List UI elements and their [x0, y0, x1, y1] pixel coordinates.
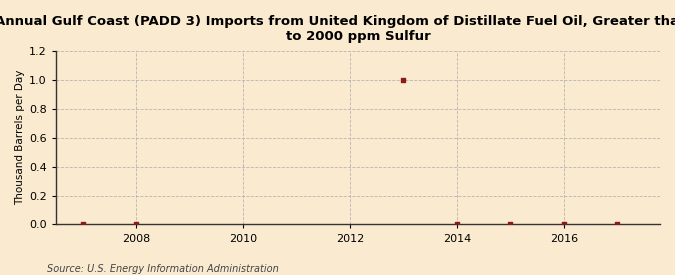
Point — [505, 222, 516, 227]
Point — [398, 78, 409, 82]
Point — [77, 222, 88, 227]
Point — [131, 222, 142, 227]
Point — [612, 222, 622, 227]
Point — [452, 222, 462, 227]
Title: Annual Gulf Coast (PADD 3) Imports from United Kingdom of Distillate Fuel Oil, G: Annual Gulf Coast (PADD 3) Imports from … — [0, 15, 675, 43]
Point — [558, 222, 569, 227]
Text: Source: U.S. Energy Information Administration: Source: U.S. Energy Information Administ… — [47, 264, 279, 274]
Y-axis label: Thousand Barrels per Day: Thousand Barrels per Day — [15, 70, 25, 205]
